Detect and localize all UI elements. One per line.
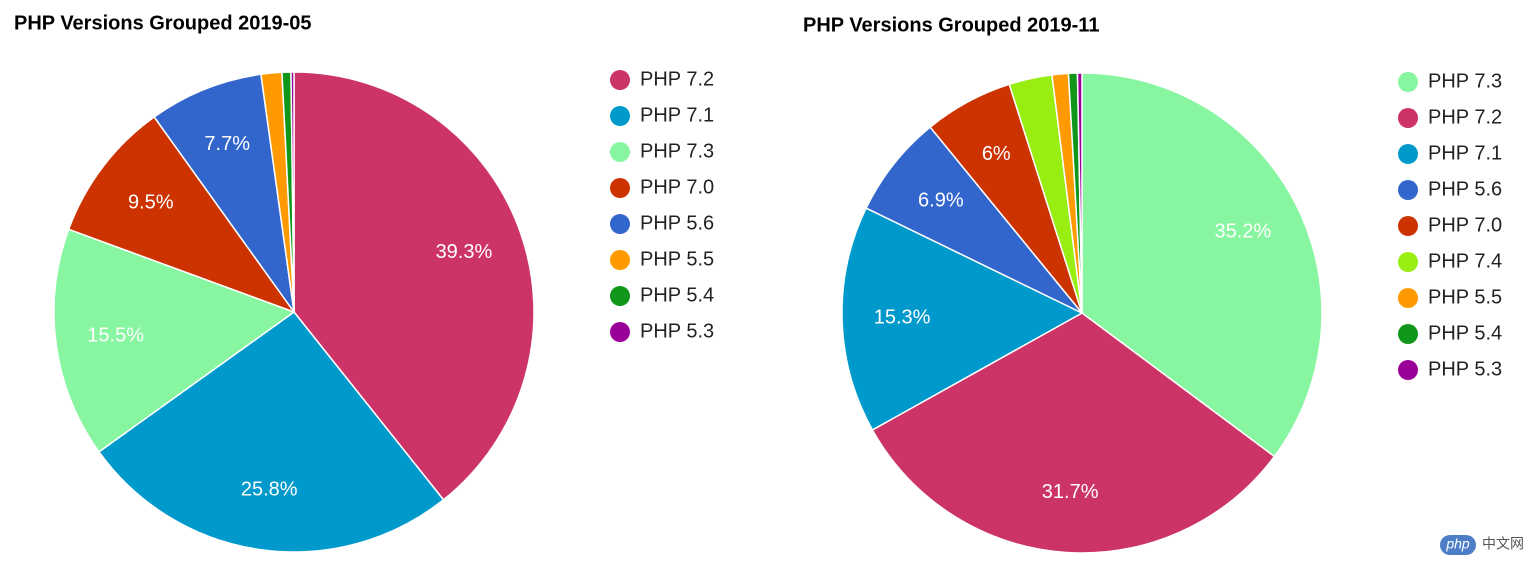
pie-slice <box>1081 72 1323 458</box>
slice-label: 35.2% <box>1215 221 1272 243</box>
pie-slice <box>67 115 297 314</box>
pie-slice <box>841 207 1084 431</box>
legend-label: PHP 5.5 <box>1428 286 1502 308</box>
pie-slice <box>290 71 295 313</box>
legend-label: PHP 5.5 <box>640 248 714 270</box>
legend-swatch <box>610 70 630 90</box>
slice-label: 15.3% <box>874 306 931 328</box>
legend-swatch <box>610 250 630 270</box>
legend-swatch <box>610 106 630 126</box>
chart-title: PHP Versions Grouped 2019-11 <box>803 14 1099 36</box>
watermark-logo: php <box>1445 536 1470 552</box>
slice-label: 6% <box>982 143 1011 165</box>
legend-swatch <box>610 214 630 234</box>
legend-swatch <box>610 286 630 306</box>
legend-label: PHP 5.3 <box>640 320 714 342</box>
legend-swatch <box>1398 360 1418 380</box>
slice-label: 6.9% <box>918 190 964 212</box>
legend-label: PHP 5.4 <box>1428 322 1502 344</box>
slice-label: 9.5% <box>128 191 174 213</box>
legend-swatch <box>1398 72 1418 92</box>
legend-swatch <box>1398 252 1418 272</box>
legend-swatch <box>1398 144 1418 164</box>
pie-slice <box>153 73 295 313</box>
pie-slice <box>97 310 445 553</box>
legend-label: PHP 7.3 <box>640 140 714 162</box>
legend-swatch <box>1398 324 1418 344</box>
legend-swatch <box>610 178 630 198</box>
watermark-badge <box>1440 535 1476 555</box>
chart-title: PHP Versions Grouped 2019-05 <box>14 12 312 34</box>
legend-label: PHP 7.0 <box>640 176 714 198</box>
legend-label: PHP 5.6 <box>640 212 714 234</box>
legend-swatch <box>1398 216 1418 236</box>
slice-label: 25.8% <box>241 479 298 501</box>
pie-slice <box>53 228 296 453</box>
legend-swatch <box>610 322 630 342</box>
pie-slice <box>293 71 535 501</box>
legend-label: PHP 7.2 <box>1428 106 1502 128</box>
legend-swatch <box>610 142 630 162</box>
legend-label: PHP 5.6 <box>1428 178 1502 200</box>
legend-swatch <box>1398 180 1418 200</box>
legend-swatch <box>1398 108 1418 128</box>
pie-slice <box>871 312 1276 554</box>
legend-label: PHP 7.0 <box>1428 214 1502 236</box>
legend-swatch <box>1398 288 1418 308</box>
slice-label: 31.7% <box>1042 481 1099 503</box>
legend-label: PHP 5.4 <box>640 284 714 306</box>
slice-label: 15.5% <box>87 325 144 347</box>
pie-slice <box>865 126 1083 314</box>
legend-label: PHP 7.1 <box>1428 142 1502 164</box>
legend-label: PHP 7.3 <box>1428 70 1502 92</box>
pie-slice <box>1076 72 1083 314</box>
slice-label: 39.3% <box>436 241 493 263</box>
legend-label: PHP 7.2 <box>640 68 714 90</box>
slice-label: 7.7% <box>204 133 250 155</box>
watermark-text: 中文网 <box>1482 536 1524 552</box>
legend-label: PHP 7.1 <box>640 104 714 126</box>
legend-label: PHP 5.3 <box>1428 358 1502 380</box>
legend-label: PHP 7.4 <box>1428 250 1502 272</box>
